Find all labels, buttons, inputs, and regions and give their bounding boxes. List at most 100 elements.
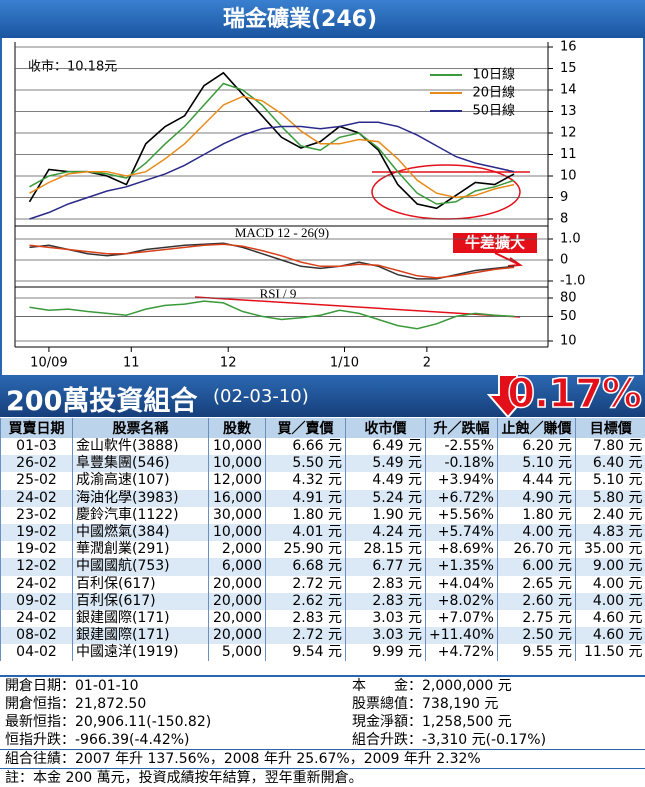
table-cell: 4.00 元 <box>575 575 645 593</box>
table-cell: 2.60 元 <box>497 592 576 610</box>
portfolio-title: 200萬投資組合 <box>6 386 198 417</box>
table-cell: 20,000 <box>208 592 266 610</box>
y-tick-label: -1.0 <box>560 274 585 289</box>
table-cell: 4.91 元 <box>265 489 346 507</box>
table-cell: 10,000 <box>208 523 266 542</box>
table-row: 24-02 百利保(617) 20,000 2.72 元 2.83 元 +4.04% 2.6… <box>0 575 645 593</box>
table-cell: 2.50 元 <box>497 627 576 645</box>
rsi-trend-line <box>194 296 521 318</box>
portfolio-change: 0.17% <box>506 370 642 418</box>
table-cell: +7.07% <box>425 609 498 628</box>
table-cell: 百利保(617) <box>72 575 209 593</box>
series-line <box>29 242 515 280</box>
table-cell: +1.35% <box>425 558 498 576</box>
table-row: 01-03 金山軟件(3888) 10,000 6.66 元 6.49 元 -2.55% 6… <box>0 438 645 456</box>
table-cell: 1.90 元 <box>345 506 426 524</box>
table-cell: 4.60 元 <box>575 627 645 645</box>
summary-item: 恒指升跌：-966.39(-4.42%) <box>5 732 190 748</box>
table-cell: 阜豐集團(546) <box>72 455 209 473</box>
table-cell: 銀建國際(171) <box>72 609 209 628</box>
y-tick-label: 8 <box>560 212 568 227</box>
table-cell: 24-02 <box>0 489 73 507</box>
table-cell: 5.49 元 <box>345 455 426 473</box>
table-row: 08-02 銀建國際(171) 20,000 2.72 元 3.03 元 +11.40% 2… <box>0 627 645 645</box>
table-cell: 24-02 <box>0 609 73 628</box>
header-row: 買賣日期 股票名稱 股數 買／賣價 收市價 升／跌幅 止蝕／賺價 目標價 <box>0 418 645 438</box>
table-cell: 4.32 元 <box>265 472 346 490</box>
table-cell: 2.72 元 <box>265 575 346 593</box>
table-cell: 6.77 元 <box>345 558 426 576</box>
table-cell: 4.49 元 <box>345 472 426 490</box>
y-tick-label: 15 <box>560 61 577 76</box>
summary-row: 恒指升跌：-966.39(-4.42%) 組合升跌：-3,310 元(-0.17%… <box>0 731 645 749</box>
table-cell: +5.56% <box>425 506 498 524</box>
table-cell: 5.10 元 <box>497 455 576 473</box>
table-cell: 35.00 元 <box>575 541 645 559</box>
table-cell: 百利保(617) <box>72 592 209 610</box>
table-cell: 20,000 <box>208 575 266 593</box>
table-cell: 2.75 元 <box>497 609 576 628</box>
table-cell: 09-02 <box>0 592 73 610</box>
y-tick-label: 0 <box>560 253 568 268</box>
y-tick-label: 13 <box>560 104 577 119</box>
table-cell: 5.24 元 <box>345 489 426 507</box>
table-cell: 30,000 <box>208 506 266 524</box>
table-cell: 01-03 <box>0 438 73 456</box>
table-cell: 19-02 <box>0 541 73 559</box>
summary-item: 開倉恒指：21,872.50 <box>5 696 147 712</box>
table-cell: -0.18% <box>425 455 498 473</box>
table-cell: 4.00 元 <box>497 523 576 542</box>
table-cell: 成渝高速(107) <box>72 472 209 490</box>
table-cell: 6.68 元 <box>265 558 346 576</box>
history: 組合往績：2007 年升 137.56%，2008 年升 25.67%，2009… <box>0 749 645 768</box>
table-cell: 9.55 元 <box>497 644 576 662</box>
table-cell: 6,000 <box>208 558 266 576</box>
table-cell: 銀建國際(171) <box>72 627 209 645</box>
table-cell: 12-02 <box>0 558 73 576</box>
table-cell: 2.83 元 <box>265 609 346 628</box>
y-tick-label: 11 <box>560 147 577 162</box>
table-row: 24-02 銀建國際(171) 20,000 2.83 元 3.03 元 +7.07% 2.… <box>0 609 645 628</box>
table-cell: 4.00 元 <box>575 592 645 610</box>
legend-label: 50日線 <box>472 103 515 119</box>
table-cell: 11.50 元 <box>575 644 645 662</box>
series-line <box>29 121 515 220</box>
table-cell: 25.90 元 <box>265 541 346 559</box>
table-cell: 4.24 元 <box>345 523 426 542</box>
y-tick-label: 14 <box>560 83 577 98</box>
table-cell: 9.54 元 <box>265 644 346 662</box>
summary-row: 最新恒指：20,906.11(-150.82) 現金淨額：1,258,500 元 <box>0 713 645 731</box>
table-cell: 金山軟件(3888) <box>72 438 209 456</box>
summary-item: 最新恒指：20,906.11(-150.82) <box>5 714 212 730</box>
table-cell: 10,000 <box>208 455 266 473</box>
title: 瑞金礦業(246) <box>223 6 377 32</box>
table-cell: 3.03 元 <box>345 609 426 628</box>
table-cell: 16,000 <box>208 489 266 507</box>
table-cell: 2.72 元 <box>265 627 346 645</box>
table-cell: 5.50 元 <box>265 455 346 473</box>
table-cell: 中國國航(753) <box>72 558 209 576</box>
summary: 開倉日期：01-01-10 本 金：2,000,000 元開倉恒指：21,872.… <box>0 675 645 787</box>
y-tick-label: 1.0 <box>560 232 581 247</box>
summary-item: 本 金：2,000,000 元 <box>352 678 512 694</box>
table-cell: 23-02 <box>0 506 73 524</box>
table-row: 09-02 百利保(617) 20,000 2.62 元 2.83 元 +8.02% 2.6… <box>0 592 645 610</box>
table-cell: +4.04% <box>425 575 498 593</box>
series-line <box>29 82 515 205</box>
table-cell: 04-02 <box>0 644 73 662</box>
column-header: 止蝕／賺價 <box>497 418 576 438</box>
column-header: 股票名稱 <box>72 418 209 438</box>
column-header: 收市價 <box>345 418 426 438</box>
table-cell: +8.02% <box>425 592 498 610</box>
portfolio-header: 200萬投資組合 (02-03-10) 0.17% <box>0 370 645 419</box>
y-tick-label: 10 <box>560 334 577 349</box>
table-cell: 4.44 元 <box>497 472 576 490</box>
table-row: 23-02 慶鈴汽車(1122) 30,000 1.80 元 1.90 元 +5.56% 1… <box>0 506 645 524</box>
summary-item: 開倉日期：01-01-10 <box>5 678 139 694</box>
y-tick-label: 9 <box>560 190 568 205</box>
note: 註：本金 200 萬元，投資成績按年結算，翌年重新開倉。 <box>0 768 645 787</box>
table-cell: +11.40% <box>425 627 498 645</box>
column-header: 股數 <box>208 418 266 438</box>
table-cell: 6.00 元 <box>497 558 576 576</box>
series-line <box>28 71 515 210</box>
